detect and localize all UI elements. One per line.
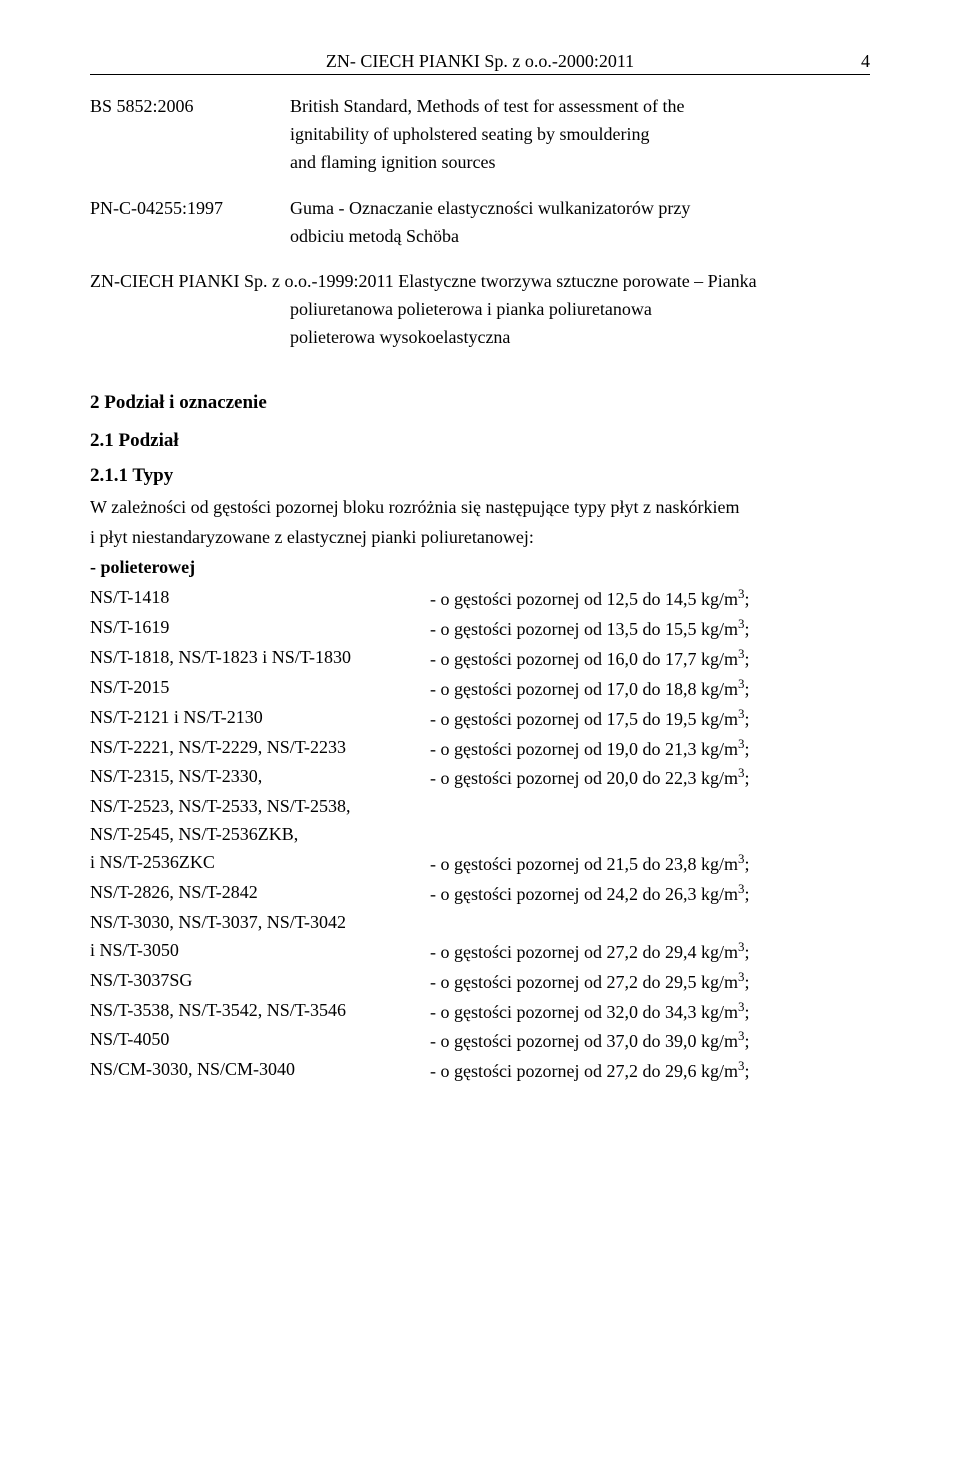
type-designation: NS/T-2545, NS/T-2536ZKB, [90,821,430,849]
type-density: - o gęstości pozornej od 17,5 do 19,5 kg… [430,704,870,734]
type-designation: NS/T-2315, NS/T-2330, [90,763,430,793]
type-designation: i NS/T-3050 [90,937,430,967]
type-designation: NS/T-3030, NS/T-3037, NS/T-3042 [90,909,430,937]
type-row: NS/T-2826, NS/T-2842- o gęstości pozorne… [90,879,870,909]
unit-exponent: 3 [738,736,744,751]
type-designation: NS/CM-3030, NS/CM-3040 [90,1056,430,1086]
section-2-1-1-title: 2.1.1 Typy [90,461,870,490]
type-designation: NS/T-1418 [90,584,430,614]
reference-entry: BS 5852:2006 British Standard, Methods o… [90,93,870,177]
page-header: ZN- CIECH PIANKI Sp. z o.o.-2000:2011 4 [90,48,870,75]
reference-text: Guma - Oznaczanie elastyczności wulkaniz… [290,195,870,223]
type-row: NS/T-2121 i NS/T-2130- o gęstości pozorn… [90,704,870,734]
reference-entry: ZN-CIECH PIANKI Sp. z o.o.-1999:2011 Ela… [90,268,870,352]
type-row: NS/T-1418- o gęstości pozornej od 12,5 d… [90,584,870,614]
type-designation: NS/T-2221, NS/T-2229, NS/T-2233 [90,734,430,764]
type-designation: i NS/T-2536ZKC [90,849,430,879]
unit-exponent: 3 [738,999,744,1014]
type-row: NS/T-2545, NS/T-2536ZKB, [90,821,870,849]
type-row: i NS/T-2536ZKC- o gęstości pozornej od 2… [90,849,870,879]
type-density: - o gęstości pozornej od 20,0 do 22,3 kg… [430,763,870,793]
header-page-number: 4 [861,48,870,76]
type-designation: NS/T-3037SG [90,967,430,997]
unit-exponent: 3 [738,881,744,896]
unit-exponent: 3 [738,851,744,866]
unit-exponent: 3 [738,616,744,631]
type-density: - o gęstości pozornej od 19,0 do 21,3 kg… [430,734,870,764]
section-2-1-title: 2.1 Podział [90,426,870,455]
type-density: - o gęstości pozornej od 21,5 do 23,8 kg… [430,849,870,879]
type-designation: NS/T-2523, NS/T-2533, NS/T-2538, [90,793,430,821]
type-row: NS/T-2315, NS/T-2330, - o gęstości pozor… [90,763,870,793]
types-list: NS/T-1418- o gęstości pozornej od 12,5 d… [90,584,870,1086]
type-density: - o gęstości pozornej od 12,5 do 14,5 kg… [430,584,870,614]
type-density: - o gęstości pozornej od 17,0 do 18,8 kg… [430,674,870,704]
type-density [430,821,870,849]
type-group-label: - polieterowej [90,554,870,582]
type-density: - o gęstości pozornej od 27,2 do 29,4 kg… [430,937,870,967]
reference-entry: PN-C-04255:1997 Guma - Oznaczanie elasty… [90,195,870,251]
unit-exponent: 3 [738,939,744,954]
type-density [430,793,870,821]
header-doc-title: ZN- CIECH PIANKI Sp. z o.o.-2000:2011 [326,48,634,76]
type-row: NS/T-3030, NS/T-3037, NS/T-3042 [90,909,870,937]
type-row: NS/T-3538, NS/T-3542, NS/T-3546- o gęsto… [90,997,870,1027]
type-density [430,909,870,937]
type-density: - o gęstości pozornej od 27,2 do 29,5 kg… [430,967,870,997]
type-density: - o gęstości pozornej od 13,5 do 15,5 kg… [430,614,870,644]
unit-exponent: 3 [738,765,744,780]
type-density: - o gęstości pozornej od 37,0 do 39,0 kg… [430,1026,870,1056]
unit-exponent: 3 [738,969,744,984]
reference-text-cont: and flaming ignition sources [290,149,870,177]
unit-exponent: 3 [738,1028,744,1043]
reference-text-cont: polieterowa wysokoelastyczna [290,324,870,352]
type-row: NS/CM-3030, NS/CM-3040- o gęstości pozor… [90,1056,870,1086]
type-designation: NS/T-1818, NS/T-1823 i NS/T-1830 [90,644,430,674]
unit-exponent: 3 [738,676,744,691]
type-row: NS/T-3037SG- o gęstości pozornej od 27,2… [90,967,870,997]
type-density: - o gęstości pozornej od 16,0 do 17,7 kg… [430,644,870,674]
type-designation: NS/T-4050 [90,1026,430,1056]
type-row: NS/T-1619- o gęstości pozornej od 13,5 d… [90,614,870,644]
type-row: NS/T-2221, NS/T-2229, NS/T-2233- o gęsto… [90,734,870,764]
type-row: NS/T-2523, NS/T-2533, NS/T-2538, [90,793,870,821]
type-designation: NS/T-2121 i NS/T-2130 [90,704,430,734]
type-row: i NS/T-3050 - o gęstości pozornej od 27,… [90,937,870,967]
type-density: - o gęstości pozornej od 24,2 do 26,3 kg… [430,879,870,909]
unit-exponent: 3 [738,586,744,601]
type-designation: NS/T-2015 [90,674,430,704]
type-density: - o gęstości pozornej od 32,0 do 34,3 kg… [430,997,870,1027]
reference-text-cont: odbiciu metodą Schöba [290,223,870,251]
section-2-title: 2 Podział i oznaczenie [90,388,870,417]
reference-row: BS 5852:2006 British Standard, Methods o… [90,93,870,121]
document-page: ZN- CIECH PIANKI Sp. z o.o.-2000:2011 4 … [0,0,960,1134]
reference-text: British Standard, Methods of test for as… [290,93,870,121]
unit-exponent: 3 [738,706,744,721]
type-row: NS/T-4050- o gęstości pozornej od 37,0 d… [90,1026,870,1056]
type-designation: NS/T-1619 [90,614,430,644]
intro-paragraph: i płyt niestandaryzowane z elastycznej p… [90,524,870,552]
unit-exponent: 3 [738,646,744,661]
unit-exponent: 3 [738,1058,744,1073]
reference-text-cont: poliuretanowa polieterowa i pianka poliu… [290,296,870,324]
type-density: - o gęstości pozornej od 27,2 do 29,6 kg… [430,1056,870,1086]
intro-paragraph: W zależności od gęstości pozornej bloku … [90,494,870,522]
type-designation: NS/T-2826, NS/T-2842 [90,879,430,909]
type-row: NS/T-2015- o gęstości pozornej od 17,0 d… [90,674,870,704]
type-designation: NS/T-3538, NS/T-3542, NS/T-3546 [90,997,430,1027]
type-row: NS/T-1818, NS/T-1823 i NS/T-1830- o gęst… [90,644,870,674]
reference-key: PN-C-04255:1997 [90,195,290,223]
reference-row: PN-C-04255:1997 Guma - Oznaczanie elasty… [90,195,870,223]
reference-text: ZN-CIECH PIANKI Sp. z o.o.-1999:2011 Ela… [90,268,870,296]
reference-key: BS 5852:2006 [90,93,290,121]
reference-text-cont: ignitability of upholstered seating by s… [290,121,870,149]
